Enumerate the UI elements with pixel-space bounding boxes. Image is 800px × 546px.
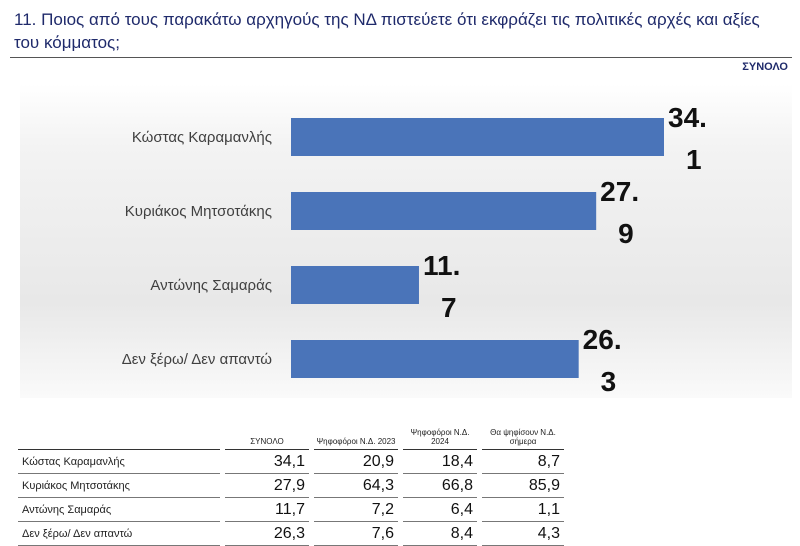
table-cell-value: 34,1: [220, 449, 312, 474]
table-cell-value: 66,8: [398, 473, 480, 498]
table-header-voters-2023: Ψηφοφόροι Ν.Δ. 2023: [309, 426, 401, 450]
bar-dont-know: [291, 340, 579, 378]
bar-samaras: [291, 266, 419, 304]
table-row-karamanlis: Κώστας Καραμανλής 34,1 20,9 18,4 8,7: [18, 449, 564, 474]
table-cell-value: 6,4: [398, 497, 480, 522]
table-row-dont-know: Δεν ξέρω/ Δεν απαντώ 26,3 7,6 8,4 4,3: [18, 521, 564, 546]
value-label-mitsotakis-part1: 27.: [600, 176, 639, 207]
table-cell-value: 26,3: [220, 521, 312, 546]
value-label-samaras-part1: 11.: [423, 250, 460, 281]
table-header-total: ΣΥΝΟΛΟ: [220, 426, 312, 450]
table-cell-value: 27,9: [220, 473, 312, 498]
table-cell-value: 64,3: [309, 473, 401, 498]
table-cell-value: 11,7: [220, 497, 312, 522]
table-cell-value: 85,9: [477, 473, 564, 498]
value-label-karamanlis-part1: 34.: [668, 102, 707, 133]
value-label-karamanlis-part2: 1: [686, 144, 702, 175]
table-cell-value: 20,9: [309, 449, 401, 474]
bar-mitsotakis: [291, 192, 597, 230]
data-table: ΣΥΝΟΛΟ Ψηφοφόροι Ν.Δ. 2023 Ψηφοφόροι Ν.Δ…: [18, 426, 564, 546]
category-label-dont-know: Δεν ξέρω/ Δεν απαντώ: [122, 351, 273, 368]
bar-karamanlis: [291, 118, 664, 156]
table-cell-value: 8,7: [477, 449, 564, 474]
table-row-label: Αντώνης Σαμαράς: [18, 497, 223, 522]
table-header-row: ΣΥΝΟΛΟ Ψηφοφόροι Ν.Δ. 2023 Ψηφοφόροι Ν.Δ…: [18, 426, 564, 450]
table-cell-value: 1,1: [477, 497, 564, 522]
bar-chart: Κώστας Καραμανλής 34. 1 Κυριάκος Μητσοτάκης…: [122, 102, 707, 397]
value-label-mitsotakis-part2: 9: [618, 218, 634, 249]
table-row-label: Κυριάκος Μητσοτάκης: [18, 473, 223, 498]
table-row-samaras: Αντώνης Σαμαράς 11,7 7,2 6,4 1,1: [18, 497, 564, 522]
category-label-karamanlis: Κώστας Καραμανλής: [132, 129, 272, 146]
table-cell-value: 8,4: [398, 521, 480, 546]
value-label-dont-know-part1: 26.: [583, 324, 622, 355]
table-row-mitsotakis: Κυριάκος Μητσοτάκης 27,9 64,3 66,8 85,9: [18, 473, 564, 498]
category-label-samaras: Αντώνης Σαμαράς: [150, 277, 272, 294]
table-header-vote-today: Θα ψηφίσουν Ν.Δ. σήμερα: [477, 426, 564, 450]
value-label-dont-know-part2: 3: [601, 366, 617, 397]
value-label-samaras-part2: 7: [441, 292, 457, 323]
table-row-label: Δεν ξέρω/ Δεν απαντώ: [18, 521, 223, 546]
table-row-label: Κώστας Καραμανλής: [18, 449, 223, 474]
total-label: ΣΥΝΟΛΟ: [742, 61, 788, 73]
table-cell-value: 7,2: [309, 497, 401, 522]
table-header-blank: [18, 426, 223, 450]
title-divider: [10, 57, 792, 58]
table-cell-value: 4,3: [477, 521, 564, 546]
table-cell-value: 7,6: [309, 521, 401, 546]
table-header-voters-2024: Ψηφοφόροι Ν.Δ. 2024: [398, 426, 480, 450]
chart-title: 11. Ποιος από τους παρακάτω αρχηγούς της…: [14, 10, 760, 52]
category-label-mitsotakis: Κυριάκος Μητσοτάκης: [125, 203, 272, 220]
table-cell-value: 18,4: [398, 449, 480, 474]
